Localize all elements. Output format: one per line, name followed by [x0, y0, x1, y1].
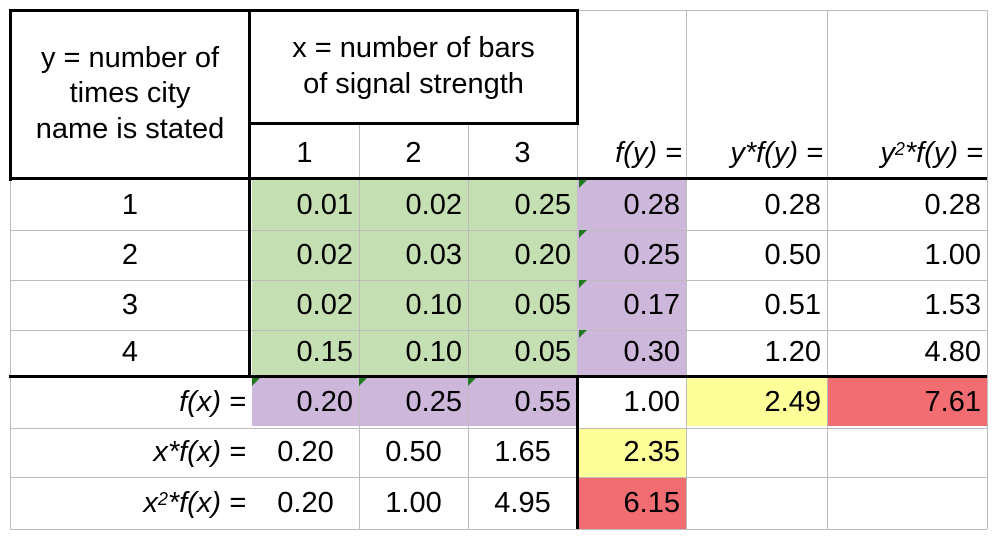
x-value-2: 2	[405, 136, 422, 169]
xfx-cell: 1.65	[494, 436, 551, 468]
y2fy-header-sup: 2	[894, 139, 905, 159]
gridline	[10, 330, 987, 331]
yfy-cell: 0.28	[764, 188, 821, 221]
expected-x-cell: 2.35	[579, 428, 686, 477]
border	[576, 9, 579, 125]
gridline	[468, 123, 469, 529]
yfy-header: y*f(y) =	[730, 136, 823, 169]
xfx-label: x*f(x) =	[153, 436, 246, 468]
fy-header: f(y) =	[615, 136, 682, 169]
joint-prob-cell: 0.15	[252, 330, 359, 375]
gridline	[987, 10, 988, 529]
border	[248, 122, 579, 125]
y2fy-cell: 4.80	[924, 336, 981, 368]
border	[248, 9, 251, 378]
joint-prob-cell: 0.05	[468, 280, 577, 330]
gridline	[10, 428, 987, 429]
y-value-2: 2	[121, 238, 139, 271]
joint-prob-cell: 0.25	[468, 180, 577, 230]
cell-indicator	[579, 280, 587, 288]
y2fy-cell: 1.53	[924, 288, 981, 321]
border	[9, 9, 579, 12]
y2fy-cell: 1.00	[924, 238, 981, 271]
total-probability-cell: 1.00	[623, 385, 680, 418]
gridline	[10, 230, 987, 231]
expected-x2-cell: 6.15	[579, 477, 686, 529]
joint-prob-cell: 0.05	[468, 330, 577, 375]
yfy-cell: 1.20	[764, 336, 821, 368]
x-value-1: 1	[296, 136, 313, 169]
x2fx-label-rest: *f(x) =	[167, 486, 246, 519]
joint-prob-cell: 0.20	[468, 230, 577, 280]
x-variable-header: x = number of bars of signal strength	[250, 10, 577, 123]
y-header-line-1: y = number of	[40, 41, 220, 74]
joint-prob-cell: 0.02	[359, 180, 468, 230]
border	[9, 177, 987, 180]
fx-cell: 0.20	[252, 378, 359, 426]
x2fx-cell: 1.00	[385, 486, 442, 519]
expected-y-cell: 2.49	[686, 378, 827, 426]
y-value-1: 1	[121, 188, 139, 221]
y-header-line-2: times city	[69, 77, 191, 110]
x-header-line-2: of signal strength	[303, 67, 524, 100]
y-value-4: 4	[121, 336, 139, 368]
y-header-line-3: name is stated	[35, 112, 225, 145]
yfy-cell: 0.51	[764, 288, 821, 321]
joint-prob-cell: 0.02	[252, 280, 359, 330]
border	[9, 375, 987, 378]
xfx-cell: 0.50	[385, 436, 442, 468]
y2fy-header-rest: *f(y) =	[904, 136, 983, 169]
joint-prob-cell: 0.03	[359, 230, 468, 280]
x2fx-label-x: x	[143, 486, 158, 519]
x2fx-cell: 4.95	[494, 486, 551, 519]
y-value-3: 3	[121, 288, 139, 321]
y-variable-header: y = number of times city name is stated	[10, 10, 250, 178]
gridline	[359, 123, 360, 529]
y2fy-header-y: y	[880, 136, 895, 169]
x-value-3: 3	[514, 136, 531, 169]
fx-cell: 0.25	[359, 378, 468, 426]
x-header-line-1: x = number of bars	[292, 32, 535, 65]
cell-indicator	[468, 378, 476, 386]
fy-cell: 0.17	[577, 280, 686, 330]
gridline	[577, 10, 987, 11]
expected-y2-cell: 7.61	[827, 378, 987, 426]
gridline	[10, 180, 11, 529]
fx-cell: 0.55	[468, 378, 577, 426]
y2fy-cell: 0.28	[924, 188, 981, 221]
fy-cell: 0.28	[577, 180, 686, 230]
gridline	[10, 529, 987, 530]
border	[576, 378, 579, 529]
x2fx-cell: 0.20	[277, 486, 334, 519]
xfx-cell: 0.20	[277, 436, 334, 468]
fx-label: f(x) =	[179, 385, 246, 418]
cell-indicator	[359, 378, 367, 386]
border	[9, 9, 12, 181]
gridline	[10, 280, 987, 281]
yfy-cell: 0.50	[764, 238, 821, 271]
cell-indicator	[579, 330, 587, 338]
cell-indicator	[252, 378, 260, 386]
cell-indicator	[579, 180, 587, 188]
joint-prob-cell: 0.10	[359, 280, 468, 330]
joint-prob-cell: 0.01	[252, 180, 359, 230]
cell-indicator	[579, 230, 587, 238]
gridline	[10, 477, 987, 478]
fy-cell: 0.25	[577, 230, 686, 280]
fy-cell: 0.30	[577, 330, 686, 375]
gridline	[577, 123, 578, 178]
gridline	[827, 10, 828, 529]
x2fx-label: x 2 *f(x) =	[10, 477, 250, 529]
gridline	[686, 10, 687, 529]
joint-prob-cell: 0.02	[252, 230, 359, 280]
x2fx-label-sup: 2	[157, 489, 168, 509]
y2fy-header: y 2 *f(y) =	[827, 128, 987, 178]
joint-prob-cell: 0.10	[359, 330, 468, 375]
